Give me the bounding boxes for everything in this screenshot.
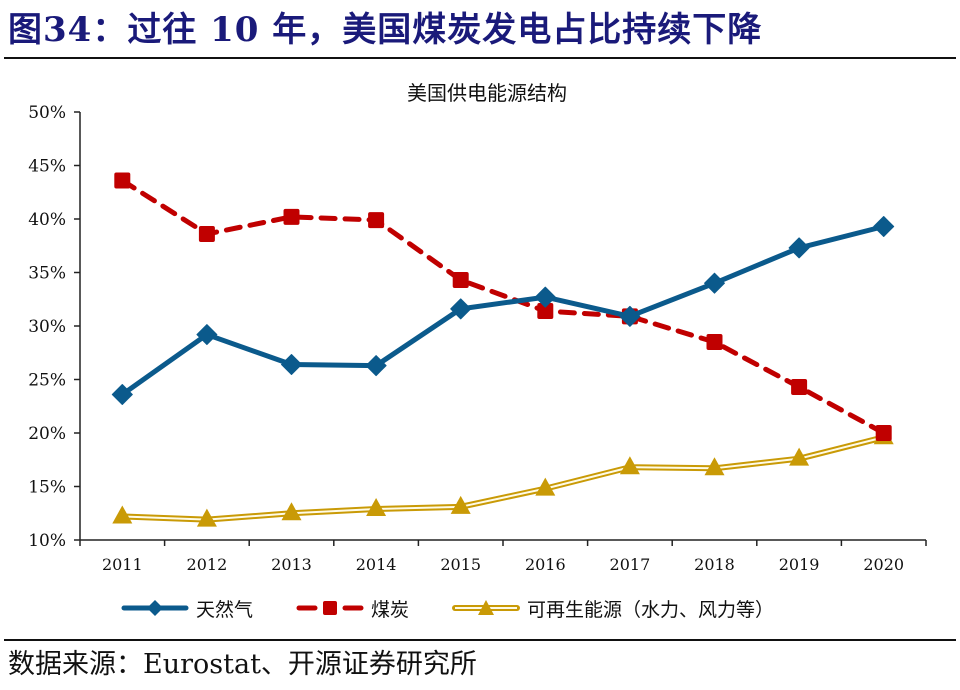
y-tick-label: 15% xyxy=(28,478,66,498)
data-point-coal-2011 xyxy=(114,172,131,189)
x-tick-label: 2020 xyxy=(863,555,904,574)
data-point-coal-2019 xyxy=(791,378,808,395)
top-rule xyxy=(4,57,956,59)
data-point-gas-2017 xyxy=(619,305,641,327)
series-line-gas xyxy=(120,224,885,397)
axes: 10% 15% 20% 25% 30% 35% 40% 45% 50% 2011 2012 2013 2… xyxy=(28,103,927,574)
x-tick-label: 2016 xyxy=(525,555,566,574)
data-point-gas-2013 xyxy=(281,354,302,376)
line-chart: 美国供电能源结构 10% 15% 20% 25% 30% 35% 40% 45% 50% 2011… xyxy=(28,81,927,574)
data-point-coal-2014 xyxy=(368,212,385,229)
series-renewables xyxy=(112,426,894,527)
x-tick-label: 2019 xyxy=(779,555,820,574)
y-tick-label: 45% xyxy=(28,157,66,177)
data-point-renewables-2017 xyxy=(619,456,640,475)
data-point-gas-2019 xyxy=(788,237,810,259)
data-point-renewables-2013 xyxy=(281,502,302,521)
legend-swatch-renewables xyxy=(452,600,521,615)
y-tick-label: 30% xyxy=(28,317,66,337)
data-source: 数据来源：Eurostat、开源证券研究所 xyxy=(8,649,477,680)
series-gas xyxy=(111,215,895,405)
square-marker-icon xyxy=(323,601,338,615)
y-tick-label: 10% xyxy=(28,531,66,551)
data-point-gas-2018 xyxy=(704,272,725,294)
y-tick-label: 25% xyxy=(28,371,66,391)
series-line-coal xyxy=(119,177,887,436)
data-point-gas-2015 xyxy=(450,298,472,320)
legend-item-renewables: 可再生能源（水力、风力等） xyxy=(451,595,774,622)
data-point-gas-2014 xyxy=(365,355,387,377)
data-point-coal-2016 xyxy=(537,303,554,320)
y-tick-label: 40% xyxy=(28,210,66,230)
data-point-renewables-2011 xyxy=(112,505,133,524)
legend-label-coal: 煤炭 xyxy=(371,598,410,621)
data-point-renewables-2014 xyxy=(366,497,387,516)
triangle-marker-icon xyxy=(478,600,495,615)
data-point-gas-2012 xyxy=(196,324,218,346)
legend-item-gas: 天然气 xyxy=(120,595,253,622)
legend-swatch-gas xyxy=(121,600,189,616)
data-point-renewables-2012 xyxy=(196,508,217,527)
series-coal xyxy=(114,172,892,441)
data-point-renewables-2016 xyxy=(535,477,556,496)
data-point-gas-2011 xyxy=(111,383,133,405)
y-tick-label: 35% xyxy=(28,264,66,284)
data-point-coal-2020 xyxy=(875,425,892,441)
x-tick-label: 2015 xyxy=(440,555,481,574)
legend-label-gas: 天然气 xyxy=(196,598,254,621)
x-tick-label: 2014 xyxy=(356,555,397,574)
data-point-coal-2013 xyxy=(283,208,300,225)
data-point-gas-2020 xyxy=(873,215,895,237)
diamond-marker-icon xyxy=(147,600,163,616)
data-point-coal-2018 xyxy=(706,334,723,351)
y-tick-label: 50% xyxy=(28,103,66,123)
data-point-renewables-2019 xyxy=(789,447,810,466)
series-line-inner-renewables xyxy=(122,436,884,521)
legend-item-coal: 煤炭 xyxy=(295,595,409,622)
x-tick-label: 2013 xyxy=(271,555,312,574)
data-point-coal-2015 xyxy=(452,271,469,288)
legend: 天然气 煤炭 可再生能源（水力、风力等） xyxy=(120,590,816,626)
x-tick-label: 2012 xyxy=(187,555,228,574)
x-tick-label: 2017 xyxy=(610,555,651,574)
bottom-rule xyxy=(4,639,956,641)
data-point-renewables-2018 xyxy=(704,457,725,476)
x-tick-label: 2011 xyxy=(102,555,143,574)
figure-title: 图34：过往 10 年，美国煤炭发电占比持续下降 xyxy=(8,10,763,50)
series-line-renewables xyxy=(122,434,885,523)
chart-title: 美国供电能源结构 xyxy=(407,81,567,105)
y-tick-label: 20% xyxy=(28,424,66,444)
legend-swatch-coal xyxy=(296,601,364,615)
data-point-gas-2016 xyxy=(534,286,556,308)
x-tick-label: 2018 xyxy=(694,555,735,574)
data-point-renewables-2015 xyxy=(450,495,471,514)
series-layer xyxy=(111,172,895,527)
data-point-coal-2012 xyxy=(198,225,215,242)
legend-label-renewables: 可再生能源（水力、风力等） xyxy=(527,598,775,621)
